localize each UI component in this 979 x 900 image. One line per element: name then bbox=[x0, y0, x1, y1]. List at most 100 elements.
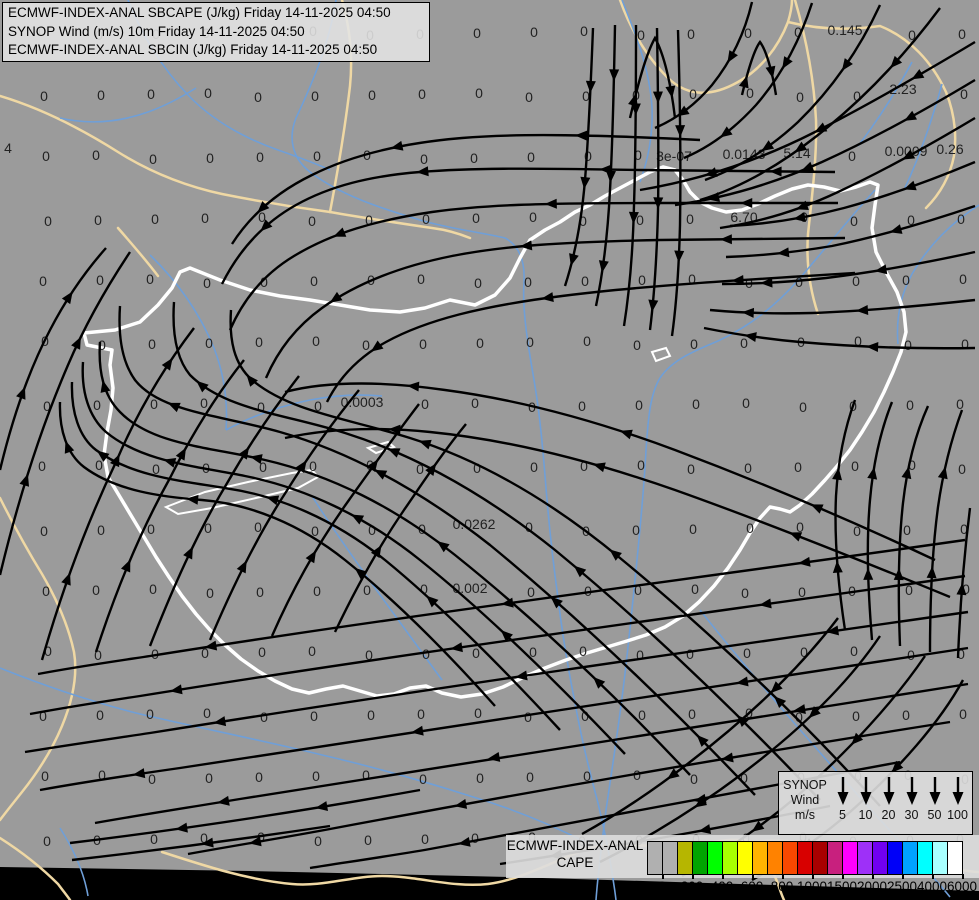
flow-arrow-icon bbox=[120, 559, 131, 573]
value-label: 0 bbox=[368, 522, 376, 538]
value-label: 0 bbox=[97, 87, 105, 103]
flow-arrow-icon bbox=[904, 110, 918, 121]
streamline bbox=[98, 341, 691, 776]
flow-arrow-icon bbox=[832, 467, 843, 481]
flow-arrow-icon bbox=[366, 459, 379, 473]
flow-arrow-icon bbox=[956, 582, 967, 596]
value-label: 0 bbox=[634, 147, 642, 163]
value-label: 0 bbox=[310, 708, 318, 724]
value-label: 0 bbox=[258, 209, 266, 225]
title-sbcape: ECMWF-INDEX-ANAL SBCAPE (J/kg) Friday 14… bbox=[8, 5, 391, 20]
value-label: 0.002 bbox=[452, 580, 487, 596]
value-label: 0 bbox=[795, 274, 803, 290]
streamline bbox=[834, 399, 857, 631]
flow-arrow-icon bbox=[109, 454, 120, 468]
flow-arrow-icon bbox=[751, 820, 765, 832]
flow-arrow-icon bbox=[761, 140, 775, 152]
value-label: 0 bbox=[581, 273, 589, 289]
value-label: 0 bbox=[798, 584, 806, 600]
value-label: 0 bbox=[308, 643, 316, 659]
value-label: 0 bbox=[308, 213, 316, 229]
value-label: 0 bbox=[312, 768, 320, 784]
streamline bbox=[148, 375, 300, 647]
value-label: 0 bbox=[260, 709, 268, 725]
value-label: 0 bbox=[471, 830, 479, 846]
value-label: 0 bbox=[363, 582, 371, 598]
value-label: 0 bbox=[311, 523, 319, 539]
flow-arrow-icon bbox=[666, 768, 680, 780]
streamline bbox=[39, 646, 969, 792]
value-label: 0 bbox=[633, 337, 641, 353]
cape-color-swatch bbox=[843, 842, 858, 874]
cape-color-swatch bbox=[828, 842, 843, 874]
value-label: 0 bbox=[476, 770, 484, 786]
value-label: 0 bbox=[530, 24, 538, 40]
wind-arrow-item: 5 bbox=[831, 772, 854, 822]
value-label: 0 bbox=[794, 459, 802, 475]
value-label: 0 bbox=[311, 88, 319, 104]
wind-arrow-item: 20 bbox=[877, 772, 900, 822]
title-synop-wind: SYNOP Wind (m/s) 10m Friday 14-11-2025 0… bbox=[8, 23, 305, 39]
cape-color-swatch bbox=[948, 842, 962, 874]
value-label: 0 bbox=[422, 211, 430, 227]
streamline bbox=[897, 405, 930, 647]
down-arrow-icon bbox=[860, 777, 871, 805]
flow-arrow-icon bbox=[599, 164, 612, 175]
value-label: 0 bbox=[527, 584, 535, 600]
flow-arrow-icon bbox=[901, 466, 912, 480]
value-label: 0 bbox=[796, 519, 804, 535]
value-label: 0 bbox=[40, 523, 48, 539]
river bbox=[857, 61, 913, 147]
value-label: 0 bbox=[421, 396, 429, 412]
flow-arrow-icon bbox=[374, 469, 388, 480]
value-label: 0 bbox=[97, 522, 105, 538]
streamline bbox=[24, 610, 969, 754]
flow-arrow-icon bbox=[851, 732, 864, 745]
flow-arrow-icon bbox=[544, 198, 557, 209]
flow-arrow-icon bbox=[204, 640, 218, 651]
streamline bbox=[725, 204, 976, 259]
cape-tick bbox=[812, 874, 814, 879]
flow-arrow-icon bbox=[96, 450, 110, 462]
flow-arrow-icon bbox=[163, 458, 177, 468]
value-label: 0 bbox=[254, 519, 262, 535]
cape-color-swatch bbox=[678, 842, 693, 874]
country-border bbox=[786, 20, 957, 210]
value-label: 0.0262 bbox=[453, 516, 496, 532]
value-label: 0 bbox=[473, 25, 481, 41]
value-label: 0 bbox=[692, 396, 700, 412]
value-label: 0 bbox=[958, 26, 966, 42]
down-arrow-icon bbox=[883, 777, 894, 805]
value-label: 0 bbox=[42, 148, 50, 164]
value-label: 0 bbox=[848, 148, 856, 164]
value-label: 0 bbox=[961, 336, 969, 352]
flow-arrow-icon bbox=[793, 212, 806, 222]
flow-arrow-icon bbox=[765, 65, 776, 79]
cape-color-swatch bbox=[858, 842, 873, 874]
wind-speed-label: 20 bbox=[881, 808, 896, 822]
value-label: 0 bbox=[149, 151, 157, 167]
value-label: 0 bbox=[201, 210, 209, 226]
down-arrow-icon bbox=[906, 777, 917, 805]
flow-arrow-icon bbox=[333, 227, 347, 237]
wind-legend-title: SYNOP Wind m/s bbox=[783, 778, 827, 822]
streamline bbox=[94, 359, 245, 653]
value-label: 0 bbox=[476, 335, 484, 351]
value-label: 0 bbox=[419, 771, 427, 787]
value-label: 0 bbox=[584, 583, 592, 599]
value-label: 0 bbox=[902, 707, 910, 723]
value-label: 0 bbox=[200, 395, 208, 411]
flow-arrow-icon bbox=[585, 80, 596, 94]
flow-arrow-icon bbox=[175, 822, 188, 833]
value-label: 0 bbox=[43, 833, 51, 849]
value-label: 0 bbox=[580, 458, 588, 474]
streamline bbox=[69, 788, 421, 845]
value-label: 0 bbox=[314, 398, 322, 414]
flow-arrow-icon bbox=[411, 725, 424, 736]
flow-arrow-icon bbox=[329, 291, 343, 303]
value-label: 0 bbox=[364, 832, 372, 848]
value-label: 0.0003 bbox=[341, 394, 384, 410]
value-label: 0 bbox=[92, 147, 100, 163]
cape-color-swatch bbox=[738, 842, 753, 874]
streamline bbox=[58, 401, 496, 707]
